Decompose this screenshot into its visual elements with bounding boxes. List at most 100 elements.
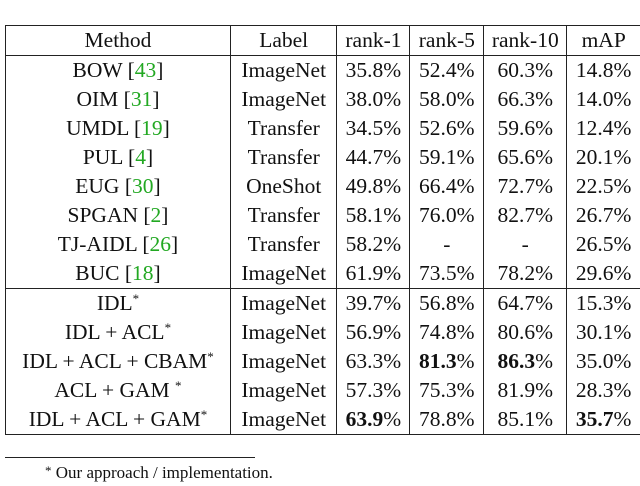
label-cell: ImageNet [229,347,337,376]
sup-text: * [45,463,52,478]
footnote: * Our approach / implementation. [45,463,273,483]
text: ] [162,116,170,140]
sup-text: * [207,349,214,364]
value-cell: 64.7% [483,288,567,318]
value-cell: 35.7% [566,405,640,435]
value-cell: 76.0% [409,201,484,230]
table-body: BOW [43] ImageNet 35.8% 52.4% 60.3% 14.8% OIM … [5,55,640,435]
text: ] [153,261,161,285]
value-cell: 14.8% [566,55,640,85]
text: % [383,407,402,431]
label-cell: ImageNet [229,376,337,405]
text: BUC [ [75,261,133,285]
method-cell: IDL* [5,288,231,318]
label-cell: Transfer [229,201,337,230]
value-cell: 56.9% [336,318,410,347]
column-header: rank-5 [409,25,484,56]
text: IDL [96,291,133,315]
table-row: PUL [4] Transfer 44.7% 59.1% 65.6% 20.1% [5,143,640,172]
cite-text: 4 [135,145,146,169]
method-cell: SPGAN [2] [5,201,231,230]
footnote-rule [5,457,255,458]
text: % [613,407,632,431]
sup-text: * [164,320,172,335]
bold-text: 86.3 [497,349,536,373]
label-cell: Transfer [229,230,337,259]
value-cell: 28.3% [566,376,640,405]
cite-text: 43 [134,58,157,82]
value-cell: 26.7% [566,201,640,230]
value-cell: 85.1% [483,405,567,435]
text: OIM [ [76,87,131,111]
text: ] [153,174,161,198]
value-cell: 52.6% [409,114,484,143]
value-cell: 57.3% [336,376,410,405]
value-cell: 65.6% [483,143,567,172]
text: BOW [ [72,58,135,82]
value-cell: 63.9% [336,405,410,435]
text: ] [156,58,164,82]
value-cell: 66.3% [483,85,567,114]
label-cell: Transfer [229,143,337,172]
value-cell: 60.3% [483,55,567,85]
table-row: SPGAN [2] Transfer 58.1% 76.0% 82.7% 26.7% [5,201,640,230]
text: IDL + ACL [64,320,165,344]
table-row: TJ-AIDL [26] Transfer 58.2% - -26.5% [5,230,640,259]
text: IDL + ACL + CBAM [22,349,208,373]
text: TJ-AIDL [ [57,232,150,256]
label-cell: ImageNet [229,405,337,435]
column-header: Method [5,25,231,56]
text: Our approach / implementation. [51,463,273,482]
value-cell: 59.6% [483,114,567,143]
text: PUL [ [82,145,136,169]
table-row: OIM [31] ImageNet 38.0% 58.0% 66.3% 14.0% [5,85,640,114]
text: UMDL [ [66,116,142,140]
results-table: Method Label rank-1 rank-5 rank-10 mAP BOW [4… [5,25,640,435]
cite-text: 31 [130,87,153,111]
value-cell: 81.9% [483,376,567,405]
label-cell: ImageNet [229,318,337,347]
cite-text: 26 [149,232,172,256]
value-cell: 35.8% [336,55,410,85]
label-cell: ImageNet [229,259,337,289]
bold-text: 63.9 [345,407,384,431]
text: ] [145,145,154,169]
method-cell: BUC [18] [5,259,231,289]
table-row: IDL + ACL + CBAM* ImageNet 63.3% 81.3% 86.3%… [5,347,640,376]
bold-text: 81.3 [419,349,457,373]
column-header: Label [229,25,337,56]
label-cell: OneShot [229,172,337,201]
table-row: IDL* ImageNet 39.7% 56.8% 64.7% 15.3% [5,288,640,318]
column-header: mAP [566,25,640,56]
method-cell: EUG [30] [5,172,231,201]
value-cell: 66.4% [409,172,484,201]
method-cell: TJ-AIDL [26] [5,230,231,259]
value-cell: 58.2% [336,230,410,259]
bold-text: 35.7 [575,407,614,431]
method-cell: PUL [4] [5,143,231,172]
text: ] [152,87,160,111]
value-cell: 80.6% [483,318,567,347]
value-cell: 20.1% [566,143,640,172]
text: % [456,349,475,373]
method-cell: IDL + ACL* [5,318,231,347]
text: ACL + GAM [54,378,176,402]
text: SPGAN [ [67,203,151,227]
table-row: UMDL [19] Transfer 34.5% 52.6% 59.6% 12.4% [5,114,640,143]
cite-text: 2 [150,203,162,227]
table-row: BUC [18] ImageNet 61.9% 73.5% 78.2% 29.6% [5,259,640,289]
value-cell: 30.1% [566,318,640,347]
value-cell: 22.5% [566,172,640,201]
header-row: Method Label rank-1 rank-5 rank-10 mAP [5,25,640,56]
sup-text: * [132,291,140,306]
text: % [535,349,554,373]
column-header: rank-10 [483,25,567,56]
value-cell: 73.5% [409,259,484,289]
value-cell: 72.7% [483,172,567,201]
cite-text: 19 [141,116,163,140]
value-cell: - [483,230,567,259]
value-cell: 61.9% [336,259,410,289]
method-cell: IDL + ACL + GAM* [5,405,231,435]
method-cell: UMDL [19] [5,114,231,143]
value-cell: - [409,230,484,259]
